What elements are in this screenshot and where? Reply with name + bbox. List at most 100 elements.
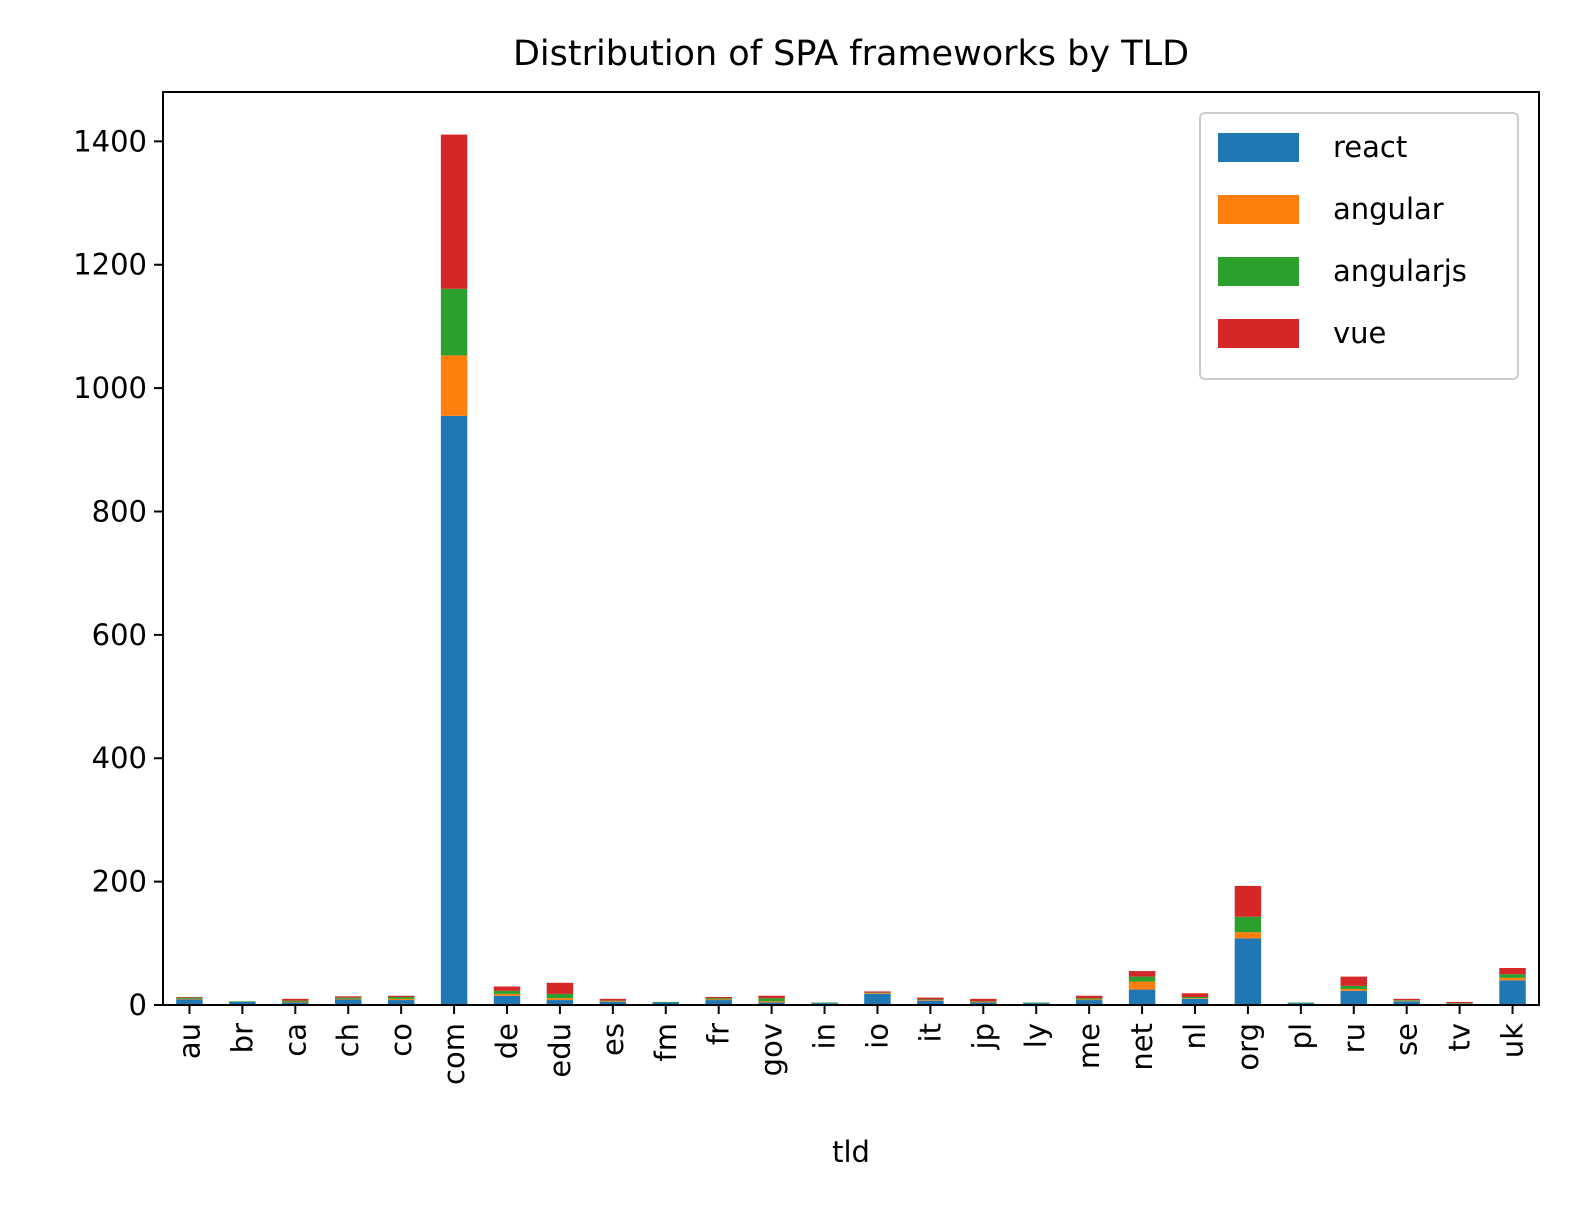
- x-tick-label: se: [1390, 1023, 1424, 1056]
- y-axis: 0 200 400 600 800 1000 1200 1400: [73, 124, 163, 1022]
- bar-uk-react: [1499, 980, 1526, 1005]
- legend-swatch-angular: [1218, 195, 1299, 224]
- bar-org-angularjs: [1234, 916, 1262, 933]
- bar-org-react: [1234, 938, 1262, 1005]
- bar-se-angular: [1393, 1000, 1420, 1002]
- legend-label-angularjs: angularjs: [1333, 254, 1467, 288]
- x-tick-label: ly: [1019, 1023, 1053, 1048]
- y-tick-label: 200: [92, 865, 147, 899]
- x-axis: au br ca ch co com de edu es fm fr gov in io it jp ly me n…: [172, 1005, 1530, 1085]
- x-tick-label: es: [596, 1023, 630, 1056]
- bar-ly-angularjs: [1023, 1002, 1050, 1004]
- legend-swatch-react: [1218, 133, 1299, 162]
- bar-se-vue: [1393, 998, 1420, 1001]
- x-tick-label: net: [1125, 1023, 1159, 1071]
- y-tick-label: 400: [92, 741, 147, 775]
- bar-co-angular: [387, 998, 415, 1001]
- bar-ch-angular: [335, 998, 362, 1000]
- bar-io-react: [864, 993, 891, 1005]
- bar-org-angular: [1234, 932, 1262, 939]
- bar-fr-angularjs: [705, 998, 732, 1000]
- bar-jp-vue: [970, 998, 997, 1002]
- x-tick-label: pl: [1284, 1023, 1318, 1049]
- bar-nl-vue: [1181, 993, 1209, 997]
- bar-it-angular: [917, 1000, 944, 1001]
- bar-ru-angular: [1340, 988, 1367, 991]
- bar-co-angularjs: [387, 996, 415, 999]
- bar-it-angularjs: [917, 999, 944, 1001]
- legend-label-react: react: [1333, 130, 1407, 164]
- bar-net-react: [1128, 989, 1156, 1005]
- bar-net-angular: [1128, 981, 1156, 990]
- bar-it-react: [917, 1000, 944, 1005]
- x-tick-label: fm: [649, 1023, 683, 1061]
- x-tick-label: jp: [966, 1023, 1000, 1050]
- x-tick-label: me: [1072, 1023, 1106, 1069]
- x-tick-label: com: [437, 1023, 471, 1085]
- bar-jp-react: [970, 1002, 997, 1005]
- bar-org-vue: [1234, 885, 1262, 917]
- bar-fm-react: [652, 1002, 679, 1005]
- bar-ca-angularjs: [282, 1000, 309, 1002]
- bar-co-vue: [387, 995, 415, 997]
- bar-com-angular: [440, 355, 468, 416]
- bar-tv-vue: [1446, 1001, 1473, 1004]
- bar-ru-react: [1340, 990, 1367, 1005]
- bar-es-react: [599, 1001, 627, 1005]
- bar-gov-angular: [758, 1001, 785, 1003]
- bar-de-angularjs: [493, 990, 521, 994]
- bar-edu-angularjs: [546, 993, 574, 999]
- bar-au-angular: [176, 998, 203, 1000]
- bar-gov-react: [758, 1002, 785, 1005]
- bar-ca-react: [282, 1002, 309, 1005]
- bar-jp-angular: [970, 1001, 997, 1003]
- bar-au-vue: [176, 996, 203, 998]
- bars-layer: [176, 134, 1526, 1005]
- x-tick-label: in: [808, 1023, 842, 1049]
- x-tick-label: de: [490, 1023, 524, 1059]
- x-tick-label: edu: [543, 1023, 577, 1078]
- bar-fr-angular: [705, 999, 732, 1001]
- bar-au-angularjs: [176, 997, 203, 999]
- y-tick-label: 1400: [73, 124, 147, 158]
- bar-nl-react: [1181, 998, 1209, 1005]
- bar-gov-angularjs: [758, 998, 785, 1002]
- bar-me-angular: [1075, 999, 1103, 1001]
- bar-in-angularjs: [811, 1002, 838, 1004]
- chart-title: Distribution of SPA frameworks by TLD: [513, 34, 1189, 74]
- bar-io-angularjs: [864, 992, 891, 994]
- bar-ch-react: [335, 999, 362, 1005]
- bar-fm-angularjs: [652, 1001, 679, 1003]
- x-tick-label: fr: [702, 1023, 736, 1045]
- bar-io-vue: [864, 991, 891, 993]
- bar-ch-vue: [335, 996, 362, 998]
- bar-com-angularjs: [440, 288, 468, 356]
- bar-gov-vue: [758, 995, 785, 999]
- legend-label-angular: angular: [1333, 192, 1444, 226]
- bar-uk-angularjs: [1499, 974, 1526, 978]
- bar-tv-angularjs: [1446, 1003, 1473, 1004]
- bar-uk-vue: [1499, 967, 1526, 975]
- x-tick-label: co: [384, 1023, 418, 1057]
- bar-br-angularjs: [229, 1001, 256, 1002]
- y-tick-label: 0: [129, 988, 147, 1022]
- bar-me-react: [1075, 1000, 1103, 1005]
- y-tick-label: 1200: [73, 248, 147, 282]
- bar-net-vue: [1128, 971, 1156, 977]
- x-tick-label: io: [860, 1023, 894, 1049]
- legend-swatch-vue: [1218, 319, 1299, 348]
- bar-nl-angular: [1181, 998, 1209, 999]
- bar-de-react: [493, 995, 521, 1005]
- bar-uk-angular: [1499, 977, 1526, 981]
- bar-edu-vue: [546, 982, 574, 994]
- legend-swatch-angularjs: [1218, 257, 1299, 286]
- x-tick-label: tv: [1443, 1023, 1477, 1052]
- bar-se-angularjs: [1393, 1000, 1420, 1001]
- legend-frame: [1199, 112, 1519, 380]
- bar-nl-angularjs: [1181, 996, 1209, 999]
- bar-pl-angularjs: [1287, 1002, 1315, 1004]
- bar-es-angular: [599, 1001, 627, 1002]
- bar-co-react: [387, 1000, 415, 1005]
- x-tick-label: br: [225, 1023, 259, 1053]
